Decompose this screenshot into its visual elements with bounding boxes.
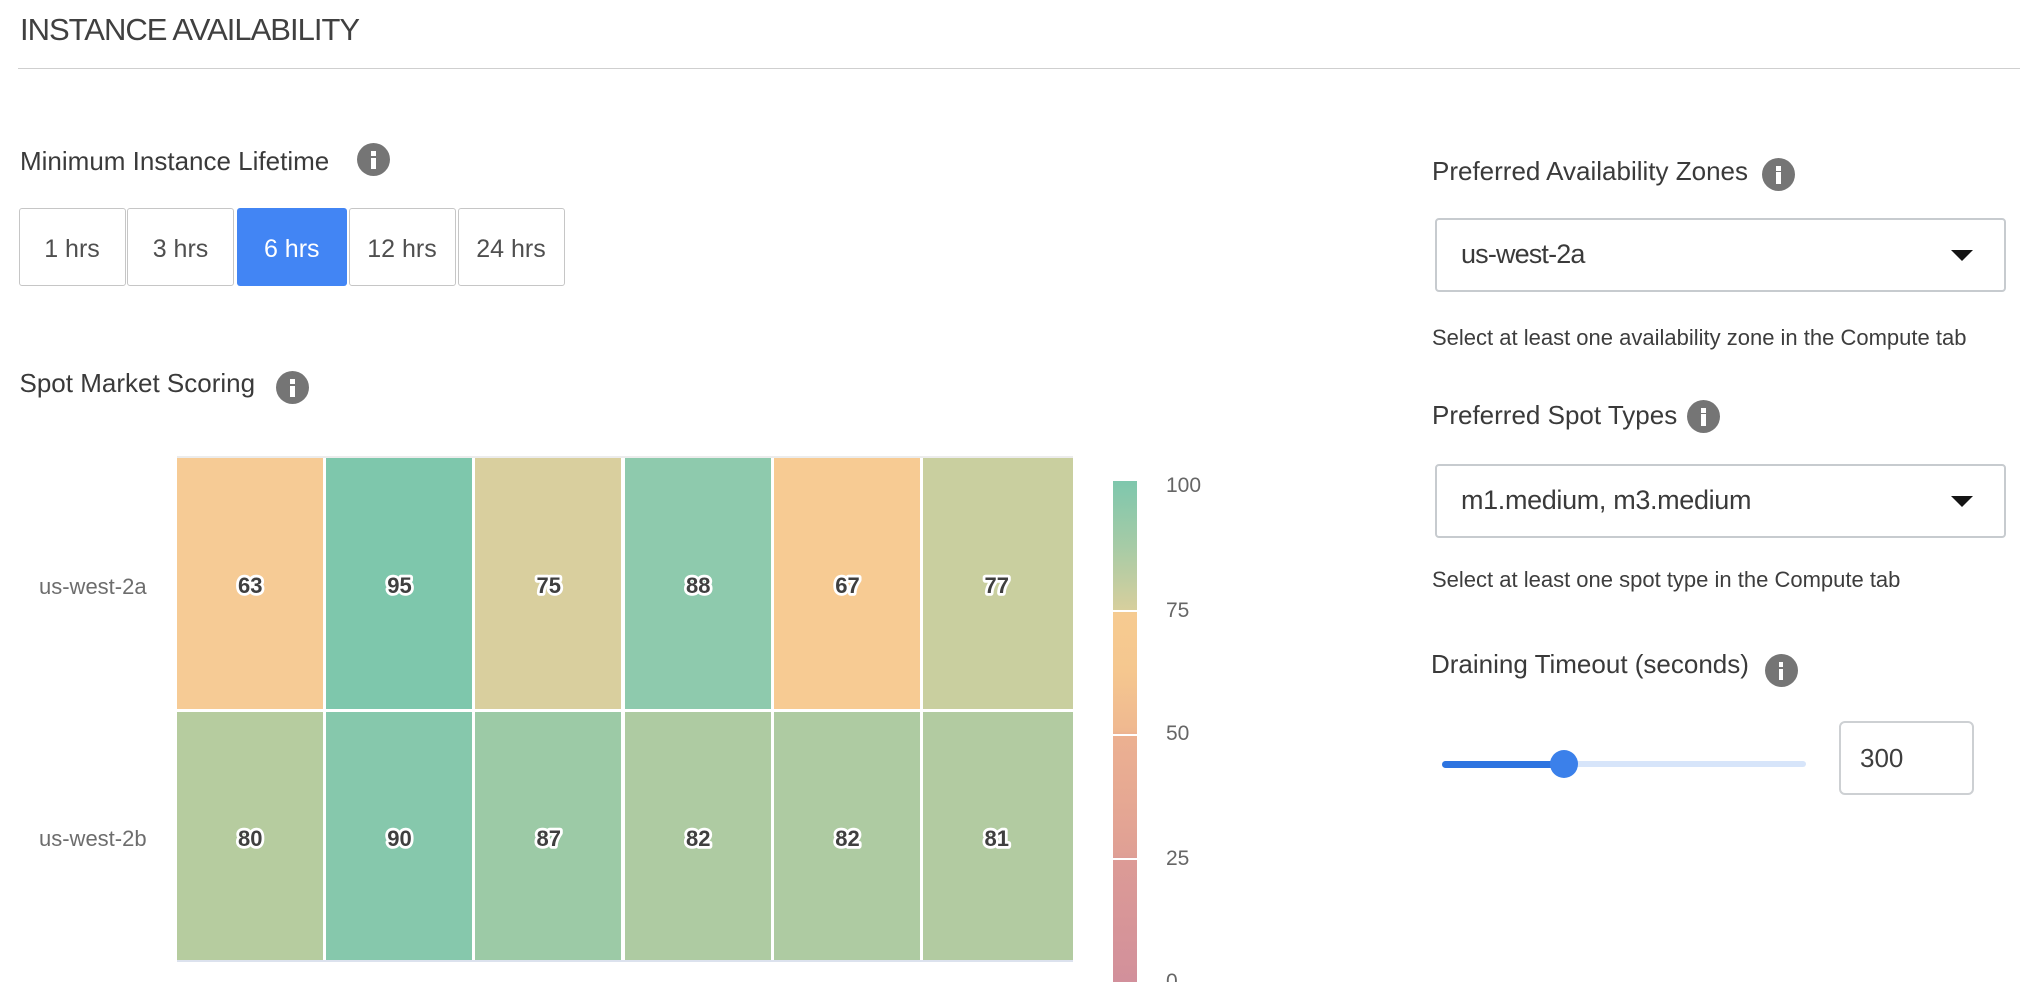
svg-text:63: 63 xyxy=(237,573,261,598)
svg-text:90: 90 xyxy=(387,826,411,851)
svg-text:81: 81 xyxy=(984,826,1008,851)
svg-text:67: 67 xyxy=(835,573,859,598)
svg-text:88: 88 xyxy=(685,573,709,598)
svg-text:77: 77 xyxy=(984,573,1008,598)
svg-text:95: 95 xyxy=(387,573,411,598)
svg-text:75: 75 xyxy=(536,573,560,598)
svg-text:82: 82 xyxy=(685,826,709,851)
svg-text:82: 82 xyxy=(835,826,859,851)
svg-text:87: 87 xyxy=(536,826,560,851)
svg-text:80: 80 xyxy=(237,826,261,851)
